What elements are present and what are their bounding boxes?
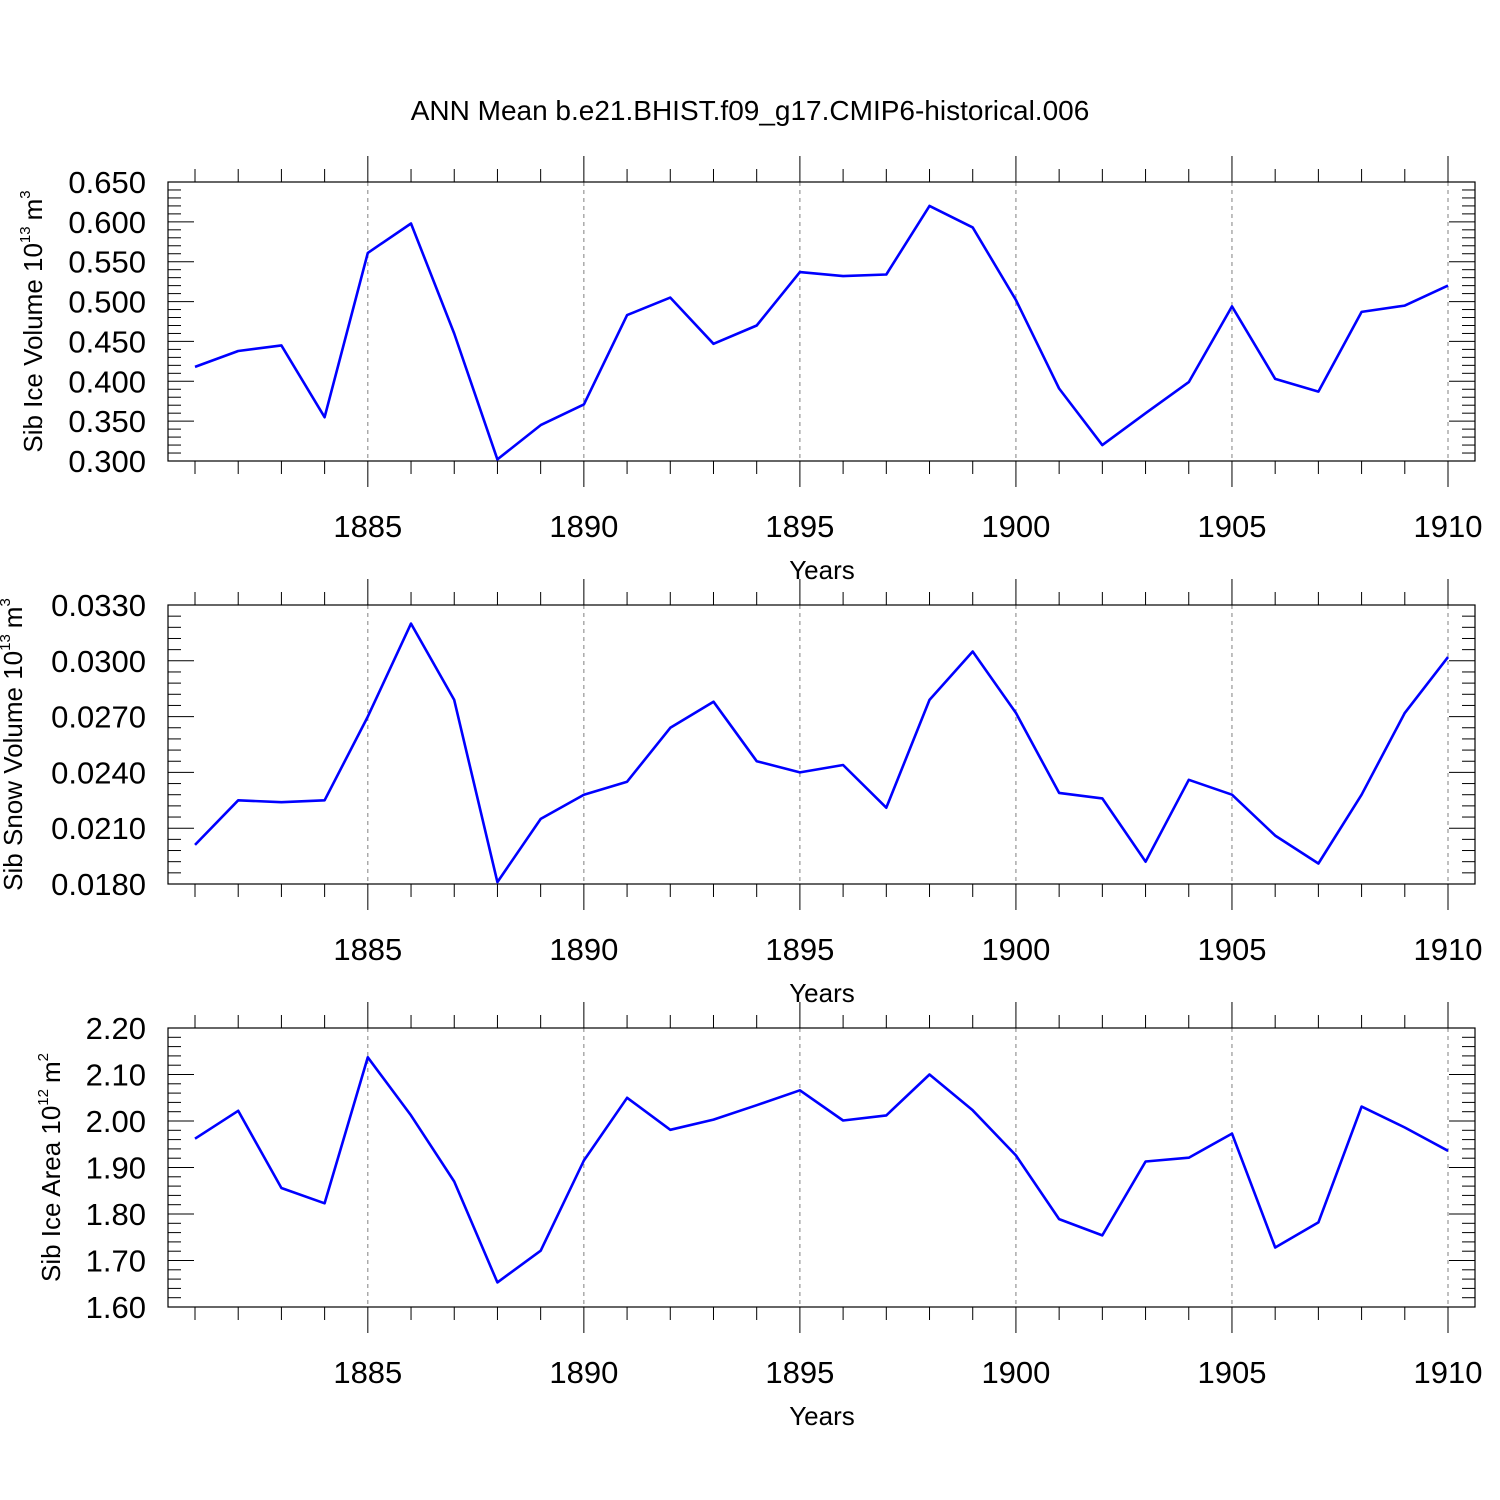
x-tick-label: 1890 [549,1355,618,1390]
y-tick-label: 0.0240 [51,755,146,790]
x-tick-label: 1885 [333,1355,402,1390]
y-axis-label-text: Sib Ice Area 10 [36,1106,66,1282]
plot-frame [167,604,1476,885]
panel-1: 0.300 0.350 0.400 0.450 0.500 0.550 0.600 0.650… [17,156,1482,585]
y-tick-label: 0.0180 [51,867,146,902]
x-tick-label: 1890 [549,509,618,544]
y-axis-label-unit-exponent: 2 [35,1053,52,1061]
chart-title: ANN Mean b.e21.BHIST.f09_g17.CMIP6-histo… [411,95,1090,126]
y-tick-label: 0.0270 [51,700,146,735]
panels: 0.300 0.350 0.400 0.450 0.500 0.550 0.600 0.650… [0,156,1482,1431]
x-tick-label: 1885 [333,509,402,544]
x-tick-label: 1895 [765,509,834,544]
y-tick-label: 0.600 [68,205,146,240]
x-tick-label: 1905 [1197,1355,1266,1390]
series-line [194,1056,1449,1284]
y-tick-label: 0.500 [68,285,146,320]
y-axis-label-text: Sib Snow Volume 10 [0,651,28,891]
y-axis-label-unit-exponent: 3 [0,598,14,606]
x-axis-label: Years [789,1401,855,1431]
plot-frame [167,181,1476,462]
x-tick-label: 1885 [333,932,402,967]
y-tick-label: 0.350 [68,404,146,439]
x-tick-label: 1895 [765,1355,834,1390]
y-tick-label: 0.0210 [51,811,146,846]
y-tick-label: 2.00 [86,1104,146,1139]
x-axis-label: Years [789,978,855,1008]
series-line [194,622,1450,884]
x-tick-label: 1905 [1197,932,1266,967]
y-axis-label-unit: m [36,1061,66,1083]
x-axis-label: Years [789,555,855,585]
y-tick-label: 0.300 [68,444,146,479]
x-tick-label: 1910 [1414,1355,1483,1390]
y-axis-label-exponent: 12 [35,1089,52,1106]
y-tick-label: 2.10 [86,1058,146,1093]
y-tick-label: 2.20 [86,1011,146,1046]
y-tick-label: 0.650 [68,165,146,200]
y-axis-label-unit-exponent: 3 [17,190,34,198]
y-tick-label: 0.400 [68,364,146,399]
y-axis-label: Sib Snow Volume 1013 m3 [0,598,28,891]
y-axis-label: Sib Ice Area 1012 m2 [35,1053,66,1282]
y-axis-label-text: Sib Ice Volume 10 [18,243,48,453]
y-axis-label-unit: m [0,607,28,629]
panel-2: 0.0180 0.0210 0.0240 0.0270 0.0300 0.0330 1885… [0,579,1482,1008]
x-tick-label: 1900 [981,932,1050,967]
y-tick-label: 1.60 [86,1290,146,1325]
y-tick-label: 0.0330 [51,588,146,623]
y-tick-label: 0.0300 [51,644,146,679]
x-tick-label: 1900 [981,509,1050,544]
y-tick-label: 1.90 [86,1151,146,1186]
x-tick-label: 1890 [549,932,618,967]
x-tick-label: 1905 [1197,509,1266,544]
y-axis-label-exponent: 13 [0,634,14,651]
y-tick-label: 0.550 [68,245,146,280]
y-axis-label: Sib Ice Volume 1013 m3 [17,190,48,452]
x-tick-label: 1895 [765,932,834,967]
panel-3: 1.60 1.70 1.80 1.90 2.00 2.10 2.20 1885 1890 1895… [35,1002,1482,1431]
y-axis-label-unit: m [18,199,48,221]
x-tick-label: 1910 [1414,509,1483,544]
y-tick-label: 1.70 [86,1244,146,1279]
y-axis-label-exponent: 13 [17,226,34,243]
y-tick-label: 0.450 [68,324,146,359]
series-line [194,204,1449,461]
y-tick-label: 1.80 [86,1197,146,1232]
x-tick-label: 1900 [981,1355,1050,1390]
x-tick-label: 1910 [1414,932,1483,967]
